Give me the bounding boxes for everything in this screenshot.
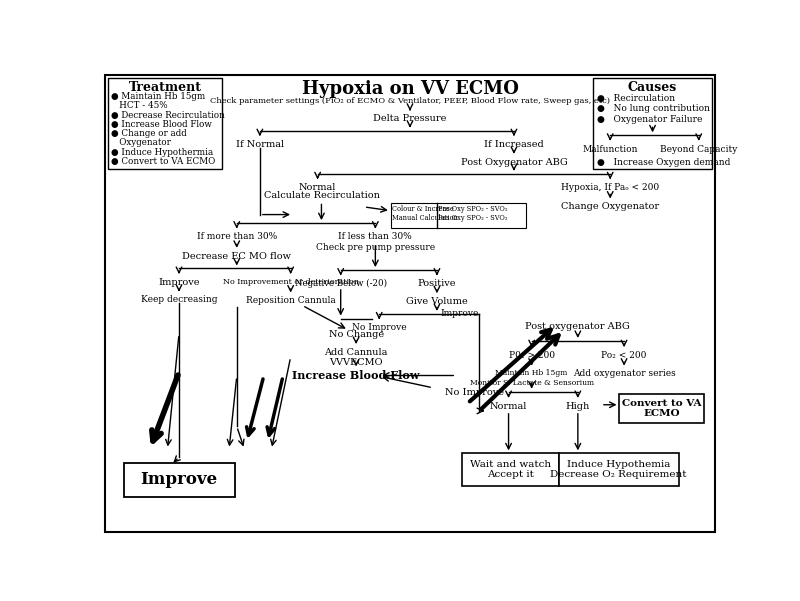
Text: Delta Pressure: Delta Pressure <box>374 114 446 123</box>
FancyBboxPatch shape <box>105 75 715 532</box>
FancyBboxPatch shape <box>594 78 712 169</box>
Text: Treatment: Treatment <box>129 81 202 94</box>
Text: Oxygenator: Oxygenator <box>111 138 171 147</box>
Text: Hypoxia, If Paₒ < 200: Hypoxia, If Paₒ < 200 <box>561 183 659 192</box>
Text: ● Increase Blood Flow: ● Increase Blood Flow <box>111 120 212 129</box>
Text: Normal: Normal <box>299 183 336 192</box>
Text: Wait and watch
Accept it: Wait and watch Accept it <box>470 460 551 479</box>
Text: P0₂ > 200: P0₂ > 200 <box>509 351 554 360</box>
Text: Induce Hypothemia
Decrease O₂ Requirement: Induce Hypothemia Decrease O₂ Requiremen… <box>550 460 687 479</box>
Text: Improve: Improve <box>441 310 479 319</box>
Text: Add Cannula
VVVECMO: Add Cannula VVVECMO <box>325 348 388 367</box>
Text: Positive: Positive <box>418 279 456 288</box>
Text: Check parameter settings (FiO₂ of ECMO & Ventilator, PEEP, Blood Flow rate, Swee: Check parameter settings (FiO₂ of ECMO &… <box>210 97 610 105</box>
Text: ●   Increase Oxygen demand: ● Increase Oxygen demand <box>597 158 730 167</box>
Text: No Change: No Change <box>329 330 384 339</box>
FancyBboxPatch shape <box>462 453 559 486</box>
Text: ● Convert to VA ECMO: ● Convert to VA ECMO <box>111 157 215 166</box>
Text: Hypoxia on VV ECMO: Hypoxia on VV ECMO <box>302 80 518 98</box>
Text: Reposition Cannula: Reposition Cannula <box>246 296 335 305</box>
Text: ● Change or add: ● Change or add <box>111 129 187 138</box>
Text: Pre Oxy SPO₂ - SVO₂
Pas Oxy SPO₂ - SVO₂: Pre Oxy SPO₂ - SVO₂ Pas Oxy SPO₂ - SVO₂ <box>438 204 508 222</box>
FancyBboxPatch shape <box>390 203 526 228</box>
Text: Increase Blood Flow: Increase Blood Flow <box>292 370 420 381</box>
Text: If Normal: If Normal <box>236 140 284 149</box>
Text: Normal: Normal <box>490 401 527 410</box>
Text: No Improve: No Improve <box>445 388 504 397</box>
Text: Improve: Improve <box>141 471 218 488</box>
Text: Decrease EC MO flow: Decrease EC MO flow <box>182 252 291 260</box>
Text: Post Oxygenator ABG: Post Oxygenator ABG <box>461 157 567 166</box>
FancyBboxPatch shape <box>123 463 235 497</box>
Text: Post oxygenator ABG: Post oxygenator ABG <box>526 322 630 331</box>
Text: Improve: Improve <box>158 278 200 287</box>
Text: Keep decreasing: Keep decreasing <box>141 296 218 305</box>
Text: ● Induce Hypothermia: ● Induce Hypothermia <box>111 148 214 157</box>
Text: ● Maintain Hb 15gm: ● Maintain Hb 15gm <box>111 92 206 101</box>
Text: ●   Oxygenator Failure: ● Oxygenator Failure <box>597 115 702 124</box>
Text: Po₂ < 200: Po₂ < 200 <box>602 351 646 360</box>
Text: HCT - 45%: HCT - 45% <box>111 102 168 111</box>
Text: Change Oxygenator: Change Oxygenator <box>561 203 659 211</box>
Text: ●   Recirculation: ● Recirculation <box>597 94 675 103</box>
Text: Maintain Hb 15gm
Monitor S. Lactate & Sensorium: Maintain Hb 15gm Monitor S. Lactate & Se… <box>470 370 594 386</box>
Text: Negative Below (-20): Negative Below (-20) <box>294 279 386 288</box>
Text: If Increased: If Increased <box>484 140 544 149</box>
Text: No Improve: No Improve <box>352 323 406 332</box>
Text: ●   No lung contribution: ● No lung contribution <box>597 105 710 114</box>
Text: If more than 30%: If more than 30% <box>197 232 277 241</box>
Text: Add oxygenator series: Add oxygenator series <box>573 370 675 379</box>
Text: Causes: Causes <box>628 81 677 94</box>
Text: Convert to VA
ECMO: Convert to VA ECMO <box>622 399 702 418</box>
Text: Malfunction: Malfunction <box>582 145 638 154</box>
Text: Give Volume: Give Volume <box>406 297 468 306</box>
Text: No Improvement or deterioration: No Improvement or deterioration <box>222 278 358 285</box>
Text: ● Decrease Recirculation: ● Decrease Recirculation <box>111 111 225 120</box>
Text: If less than 30%
Check pre pump pressure: If less than 30% Check pre pump pressure <box>316 232 435 252</box>
Text: Beyond Capacity: Beyond Capacity <box>660 145 738 154</box>
FancyBboxPatch shape <box>559 453 678 486</box>
Text: High: High <box>566 401 590 410</box>
FancyBboxPatch shape <box>108 78 222 169</box>
Text: Calculate Recirculation: Calculate Recirculation <box>263 192 379 201</box>
FancyBboxPatch shape <box>619 394 704 423</box>
Text: Colour & Increase
Manual Calculation: Colour & Increase Manual Calculation <box>392 204 458 222</box>
